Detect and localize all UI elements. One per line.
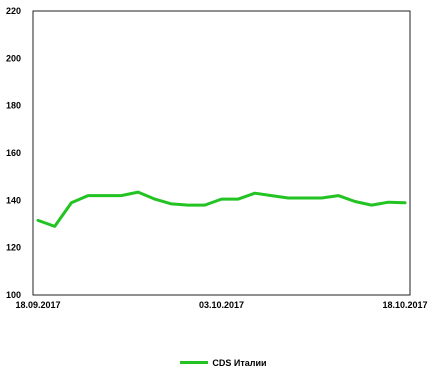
- y-tick-label: 140: [6, 195, 21, 205]
- y-tick-label: 220: [6, 6, 21, 16]
- x-tick-label: 03.10.2017: [199, 300, 244, 310]
- legend-label: CDS Италии: [212, 358, 267, 368]
- legend-swatch: [180, 361, 209, 365]
- y-axis-ticks: 100 120 140 160 180 200 220: [6, 6, 21, 300]
- x-tick-label: 18.09.2017: [15, 300, 60, 310]
- x-axis-ticks: 18.09.2017 03.10.2017 18.10.2017: [15, 300, 427, 310]
- y-tick-label: 120: [6, 243, 21, 253]
- plot-area: [32, 10, 411, 296]
- series-layer: [36, 190, 407, 228]
- x-tick-label: 18.10.2017: [382, 300, 427, 310]
- legend: CDS Италии: [0, 357, 447, 369]
- y-tick-label: 200: [6, 53, 21, 63]
- y-tick-label: 160: [6, 148, 21, 158]
- y-tick-label: 100: [6, 290, 21, 300]
- series-line: [36, 190, 407, 228]
- y-tick-label: 180: [6, 101, 21, 111]
